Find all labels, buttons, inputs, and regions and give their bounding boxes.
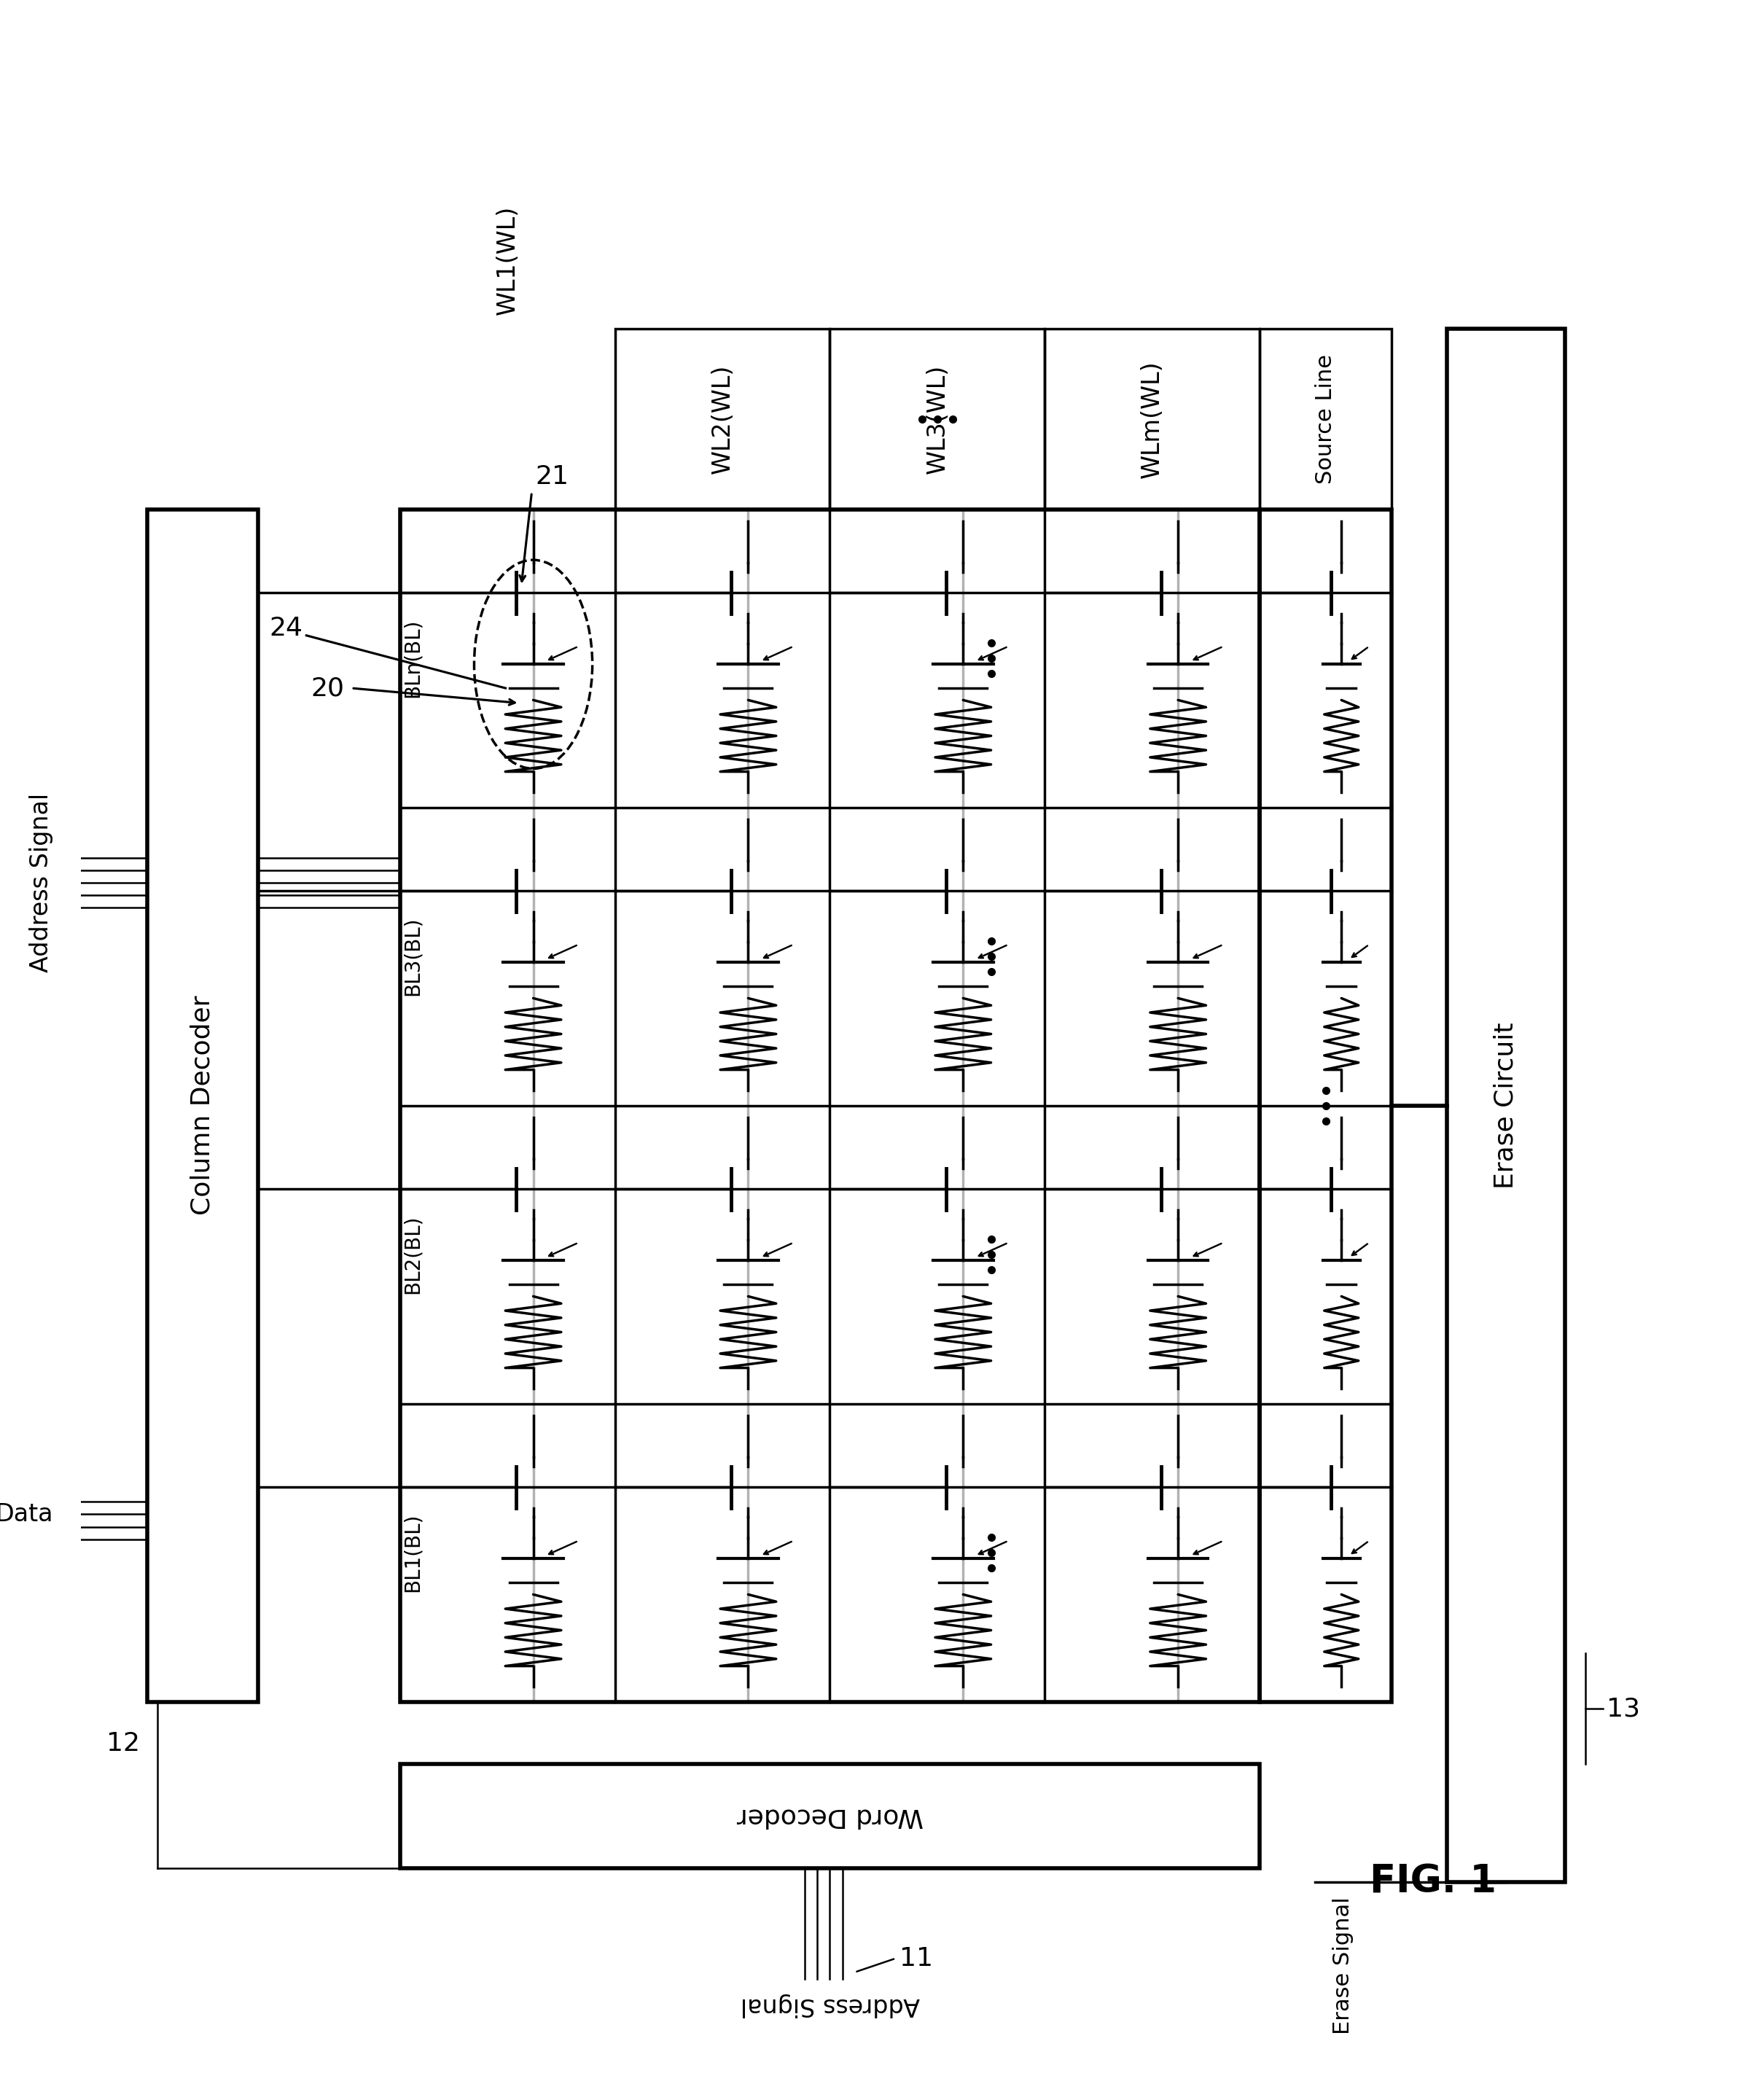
Text: 21: 21 <box>534 464 568 490</box>
Bar <box>1446 328 1565 1883</box>
Text: 12: 12 <box>106 1730 139 1755</box>
Bar <box>1259 328 1392 508</box>
Text: WLm(WL): WLm(WL) <box>1140 360 1164 479</box>
Text: 13: 13 <box>1607 1697 1641 1722</box>
Text: Erase Circuit: Erase Circuit <box>1494 1023 1519 1188</box>
Text: WL1(WL): WL1(WL) <box>496 205 519 316</box>
Bar <box>616 328 829 508</box>
Text: Source Line: Source Line <box>1314 354 1335 483</box>
Text: BL2(BL): BL2(BL) <box>402 1215 423 1295</box>
Bar <box>400 508 1259 1701</box>
Text: Address Signal: Address Signal <box>30 793 53 973</box>
Bar <box>1259 508 1392 1701</box>
Text: Address Signal: Address Signal <box>741 1994 919 2017</box>
Bar <box>146 508 258 1701</box>
Bar <box>829 328 1044 508</box>
Text: WL3(WL): WL3(WL) <box>926 364 949 475</box>
Bar <box>400 1764 1259 1868</box>
Text: WL2(WL): WL2(WL) <box>711 364 734 475</box>
Text: FIG. 1: FIG. 1 <box>1369 1864 1496 1902</box>
Text: 20: 20 <box>310 676 344 701</box>
Text: Word Decoder: Word Decoder <box>737 1803 923 1828</box>
Text: 11: 11 <box>900 1946 933 1971</box>
Text: BL1(BL): BL1(BL) <box>402 1513 423 1592</box>
Text: Erase Signal: Erase Signal <box>1332 1897 1353 2033</box>
Text: 24: 24 <box>270 617 303 640</box>
Text: Data: Data <box>0 1502 53 1527</box>
Text: BLn(BL): BLn(BL) <box>402 619 423 699</box>
Bar <box>1044 328 1259 508</box>
Text: Column Decoder: Column Decoder <box>191 996 215 1215</box>
Text: BL3(BL): BL3(BL) <box>402 916 423 996</box>
